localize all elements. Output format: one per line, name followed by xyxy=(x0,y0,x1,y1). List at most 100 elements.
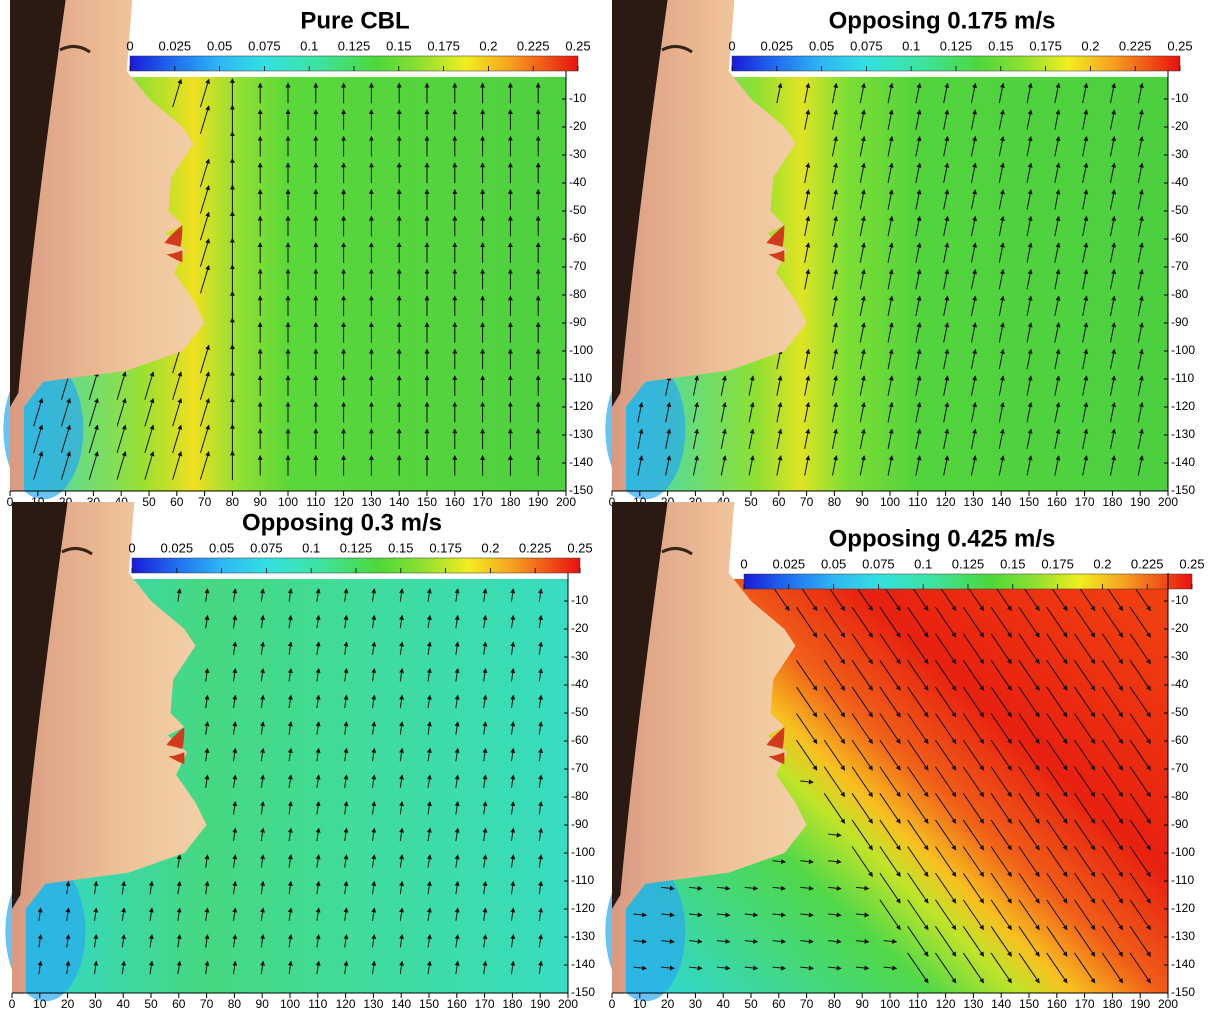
velocity-arrow xyxy=(915,109,922,130)
velocity-arrow xyxy=(859,162,866,184)
velocity-arrow xyxy=(510,800,516,815)
velocity-arrow xyxy=(1082,322,1089,343)
x-tick-label: 150 xyxy=(419,997,439,1010)
velocity-arrow xyxy=(859,455,866,476)
velocity-arrow xyxy=(859,82,866,104)
velocity-arrow xyxy=(454,588,460,602)
velocity-arrow xyxy=(148,960,154,975)
velocity-arrow xyxy=(287,641,293,655)
velocity-arrow xyxy=(772,859,787,865)
x-tick-label: 120 xyxy=(936,997,956,1010)
velocity-arrow xyxy=(315,747,321,762)
panel-title: Opposing 0.175 m/s xyxy=(829,7,1056,34)
velocity-arrow xyxy=(1018,819,1040,851)
velocity-arrow xyxy=(538,907,544,921)
velocity-arrow xyxy=(831,375,839,396)
velocity-arrow xyxy=(148,880,154,895)
velocity-arrow xyxy=(482,641,488,655)
velocity-arrow xyxy=(661,938,675,944)
velocity-arrow xyxy=(907,926,929,957)
velocity-arrow xyxy=(796,713,818,745)
x-tick-label: 190 xyxy=(1130,997,1150,1010)
velocity-arrow xyxy=(935,660,957,691)
colorbar-tick-label: 0.15 xyxy=(988,38,1013,53)
velocity-arrow xyxy=(1046,766,1068,798)
velocity-arrow xyxy=(962,713,985,745)
velocity-arrow xyxy=(800,938,814,944)
velocity-arrow xyxy=(990,633,1012,665)
colorbar-tick-label: 0.225 xyxy=(1119,38,1152,53)
velocity-arrow xyxy=(907,952,929,984)
velocity-arrow xyxy=(915,375,922,396)
x-tick-label: 130 xyxy=(363,997,383,1010)
colorbar-tick-label: 0.075 xyxy=(862,556,895,571)
x-tick-label: 120 xyxy=(334,495,354,509)
velocity-arrow xyxy=(1018,606,1040,638)
velocity-arrow xyxy=(287,694,293,709)
velocity-arrow xyxy=(1137,189,1144,210)
velocity-arrow xyxy=(482,747,488,762)
y-tick-label: -120 xyxy=(1171,399,1195,413)
velocity-arrow xyxy=(1129,766,1151,798)
velocity-arrow xyxy=(287,933,293,948)
face xyxy=(10,0,205,491)
hair xyxy=(10,0,66,407)
velocity-arrow xyxy=(859,322,866,343)
velocity-arrow xyxy=(1026,82,1033,104)
x-tick-label: 40 xyxy=(117,997,131,1010)
y-tick-label: -90 xyxy=(569,315,587,329)
y-tick-label: -70 xyxy=(1171,259,1189,273)
colorbar-tick-label: 0.225 xyxy=(519,540,552,555)
velocity-arrow xyxy=(637,401,644,423)
velocity-arrow xyxy=(88,371,99,400)
velocity-arrow xyxy=(510,960,516,975)
x-tick-label: 90 xyxy=(856,997,870,1010)
velocity-arrow xyxy=(144,397,155,427)
velocity-arrow xyxy=(851,713,873,745)
velocity-arrow xyxy=(1109,428,1117,450)
velocity-arrow xyxy=(260,667,266,682)
velocity-arrow xyxy=(204,854,210,868)
y-tick-label: -90 xyxy=(1171,315,1189,329)
velocity-arrow xyxy=(399,667,405,682)
velocity-arrow xyxy=(796,606,818,638)
velocity-arrow xyxy=(1129,633,1151,665)
y-tick-label: -80 xyxy=(569,287,587,301)
velocity-arrow xyxy=(199,344,210,374)
velocity-arrow xyxy=(315,774,321,788)
y-tick-label: -140 xyxy=(1171,957,1195,971)
x-tick-label: 50 xyxy=(142,495,156,509)
velocity-arrow xyxy=(859,109,866,130)
velocity-arrow xyxy=(232,588,238,602)
colorbar-tick-label: 0.225 xyxy=(1131,556,1164,571)
y-tick-label: -30 xyxy=(571,649,589,663)
velocity-arrow xyxy=(1018,793,1040,824)
velocity-arrow xyxy=(204,880,210,895)
velocity-arrow xyxy=(144,424,155,454)
velocity-arrow xyxy=(287,721,293,735)
velocity-arrow xyxy=(879,899,901,931)
velocity-arrow xyxy=(962,899,985,931)
velocity-arrow xyxy=(1026,268,1033,290)
x-tick-label: 150 xyxy=(1019,997,1039,1010)
velocity-arrow xyxy=(887,428,894,450)
face xyxy=(12,502,207,993)
y-tick-label: -80 xyxy=(1171,287,1189,301)
y-tick-label: -10 xyxy=(569,91,587,105)
velocity-arrow xyxy=(935,846,957,878)
velocity-arrow xyxy=(315,933,321,948)
velocity-arrow xyxy=(538,960,544,975)
colorbar-tick-label: 0.2 xyxy=(1081,38,1099,53)
velocity-arrow xyxy=(454,907,460,921)
velocity-arrow xyxy=(482,960,488,975)
velocity-arrow xyxy=(692,455,700,476)
y-tick-label: -60 xyxy=(1171,733,1189,747)
x-tick-label: 10 xyxy=(633,997,647,1010)
velocity-arrow xyxy=(343,854,349,868)
velocity-arrow xyxy=(744,965,759,971)
velocity-arrow xyxy=(665,428,672,450)
velocity-arrow xyxy=(199,78,210,108)
eye xyxy=(61,547,93,556)
velocity-arrow xyxy=(962,606,985,638)
velocity-arrow xyxy=(1082,242,1089,263)
